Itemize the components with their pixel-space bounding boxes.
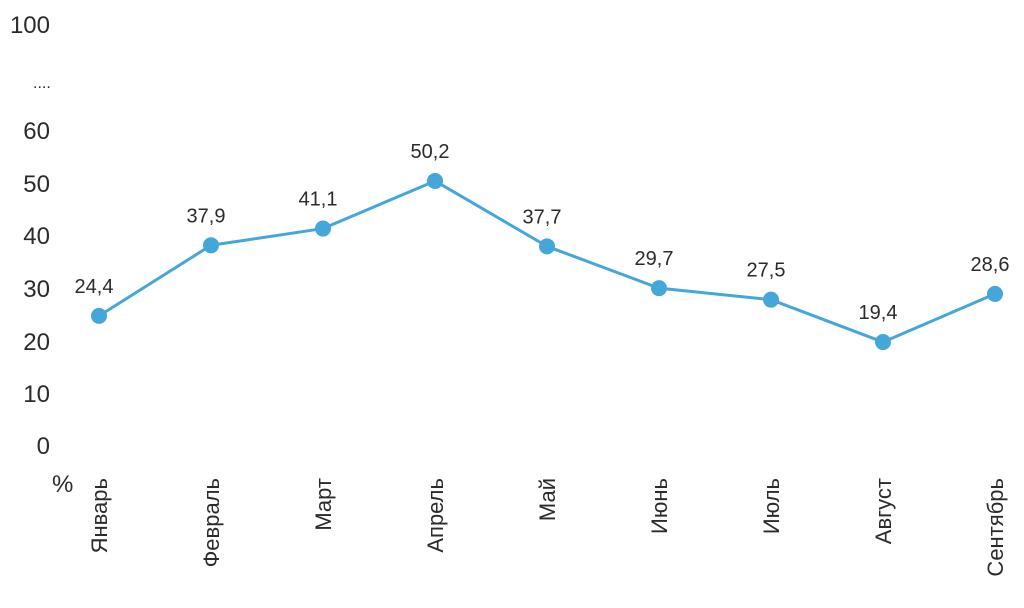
y-tick-label: 60 [23, 118, 50, 145]
data-label: 37,7 [523, 206, 562, 228]
y-tick-label: 30 [23, 276, 50, 303]
x-tick-label: Март [311, 478, 336, 531]
y-tick-label: 10 [23, 381, 50, 408]
y-tick-label: 40 [23, 223, 50, 250]
data-point [315, 221, 331, 237]
data-labels: 24,4 37,9 41,1 50,2 37,7 29,7 27,5 19,4 28,6 [75, 141, 1010, 324]
y-unit-label: % [52, 471, 73, 498]
x-axis: Январь Февраль Март Апрель Май Июнь Июль Август… [87, 478, 1008, 577]
y-tick-label: 20 [23, 329, 50, 356]
data-point [763, 292, 779, 308]
data-point [203, 237, 219, 253]
x-tick-label: Май [535, 478, 560, 521]
data-label: 37,9 [187, 205, 226, 227]
data-point [427, 173, 443, 189]
data-point [651, 280, 667, 296]
data-point [987, 286, 1003, 302]
y-tick-label: 0 [37, 433, 50, 460]
data-label: 50,2 [411, 141, 450, 163]
data-label: 24,4 [75, 276, 114, 298]
y-tick-label: 50 [23, 171, 50, 198]
x-tick-label: Апрель [423, 478, 448, 553]
x-tick-label: Август [871, 478, 896, 544]
y-tick-label: 100 [10, 12, 50, 39]
x-tick-label: Февраль [199, 478, 224, 567]
x-tick-label: Июль [759, 478, 784, 534]
data-label: 19,4 [859, 302, 898, 324]
data-label: 28,6 [971, 254, 1010, 276]
data-point [539, 238, 555, 254]
data-label: 29,7 [635, 248, 674, 270]
data-label: 27,5 [747, 260, 786, 282]
y-axis-break: .... [33, 75, 51, 92]
line-chart: 0 10 20 30 40 50 60.... 100 % 24,4 37,9 41,1 50,2 3… [0, 0, 1024, 608]
x-tick-label: Сентябрь [983, 478, 1008, 577]
y-axis: 0 10 20 30 40 50 60.... 100 [10, 12, 51, 460]
data-point [875, 334, 891, 350]
x-tick-label: Июнь [647, 478, 672, 534]
data-label: 41,1 [299, 189, 338, 211]
x-tick-label: Январь [87, 478, 112, 553]
data-point [91, 308, 107, 324]
